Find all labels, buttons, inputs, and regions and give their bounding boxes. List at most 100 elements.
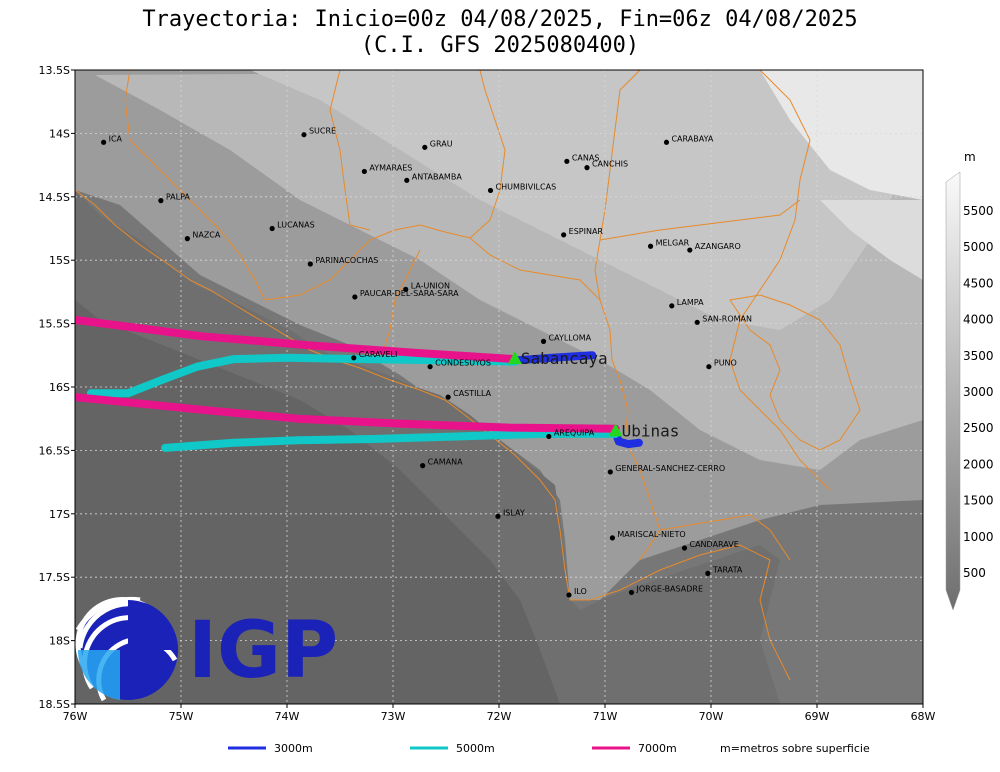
lon-tick-label: 70W [699,710,724,723]
place-dot [495,513,501,519]
place-dot [269,225,275,232]
place-label: CHUMBIVILCAS [496,182,557,191]
place-dot [307,261,313,267]
place-label: SUCRE [309,127,336,136]
legend-item: 3000m [228,742,313,755]
place-marker: SUCRE [301,127,336,138]
place-marker: PUNO [706,359,737,370]
place-dot [184,236,190,242]
place-marker: TARATA [705,565,743,576]
place-label: TARATA [712,565,743,574]
place-marker: ESPINAR [561,227,603,238]
volcano-label: Sabancaya [521,349,608,368]
place-dot [404,177,410,183]
colorbar-label: 3000 [963,385,994,399]
place-marker: CASTILLA [445,389,492,400]
place-label: ISLAY [503,508,525,517]
trajectory-5000m [161,429,620,452]
place-marker: ISLAY [495,508,525,519]
colorbar-label: 2500 [963,421,994,435]
place-label: ILO [574,587,587,596]
colorbar-unit: m [964,150,976,164]
place-dot [694,319,700,325]
place-dot [647,243,654,249]
place-marker: CAYLLOMA [540,333,592,344]
place-marker: SAN-ROMAN [694,314,752,325]
igp-logo: IGP [75,596,338,702]
place-label: MELGAR [656,238,690,247]
place-label: CASTILLA [453,389,491,398]
place-label: LAMPA [677,298,704,307]
colorbar-label: 3500 [963,349,994,363]
lon-tick-label: 71W [593,710,618,723]
place-marker: JORGE-BASADRE [628,584,703,596]
place-label: PUNO [714,359,737,368]
place-label: AZANGARO [695,242,741,251]
place-marker: AZANGARO [687,242,741,253]
place-label: CAYLLOMA [549,333,592,342]
grid-lines [75,70,923,704]
place-dot [301,132,307,138]
legend-label: 3000m [274,742,313,755]
place-label: CARAVELI [359,350,398,359]
place-dot [546,433,552,440]
igp-logo-text: IGP [188,606,338,696]
place-dot [561,232,567,238]
legend-note: m=metros sobre superficie [720,742,870,755]
place-marker: CARAVELI [351,350,397,361]
place-marker: NAZCA [184,231,221,242]
lon-tick-label: 75W [169,710,194,723]
lat-tick-label: 17S [49,508,70,521]
place-label: ESPINAR [569,227,604,236]
place-marker: CANAS [564,153,599,164]
map-title-line1: Trayectoria: Inicio=00z 04/08/2025, Fin=… [142,7,857,32]
place-dot [420,463,426,469]
trajectory-7000m [75,393,620,433]
place-marker: AREQUIPA [546,428,595,440]
axes-layer: 76W 75W 74W 73W 72W 71W 70W 69W 68W 13.5S 14S 14.5S… [39,64,936,723]
place-marker: CANDARAVE [681,540,739,551]
place-label: NAZCA [192,231,221,240]
place-marker: ILO [566,587,587,598]
colorbar-label: 500 [963,566,986,580]
place-dot [705,570,711,576]
place-marker: MARISCAL-NIETO [609,530,686,541]
colorbar-label: 4000 [963,313,994,327]
place-dot [445,394,451,400]
colorbar-label: 4500 [963,276,994,290]
lon-tick-label: 74W [275,710,300,723]
colorbar-gradient [945,171,961,611]
place-label: ICA [109,134,123,143]
place-marker: LUCANAS [269,221,315,232]
place-label: CARABAYA [671,134,713,143]
trajectory-3000m [510,351,597,365]
place-dot [663,139,670,145]
place-dot [687,247,693,253]
place-dot [427,364,433,370]
place-dot [669,303,675,309]
place-label: LUCANAS [277,221,315,230]
lat-tick-label: 15S [49,254,70,267]
place-label: PAUCAR-DEL-SARA-SARA [360,289,459,298]
place-label: GENERAL-SANCHEZ-CERRO [615,464,725,473]
place-dot [628,589,635,596]
place-marker: GENERAL-SANCHEZ-CERRO [607,464,725,475]
place-marker: LA-UNION [403,281,450,292]
place-marker: ICA [101,134,123,145]
lat-tick-label: 15.5S [39,318,70,331]
legend-label: 7000m [638,742,677,755]
colorbar-label: 5500 [963,204,994,218]
place-dot [361,168,367,175]
place-label: LA-UNION [411,281,450,290]
place-marker: CONDESUYOS [427,359,491,370]
legend-item: 7000m [592,742,677,755]
volcano-triangle-icon [507,351,522,365]
lat-tick-label: 16.5S [39,444,70,457]
volcano-triangle-icon [608,423,623,437]
place-dot [566,592,572,598]
lat-tick-label: 18.5S [39,698,70,711]
place-marker: CHUMBIVILCAS [487,182,557,194]
lon-tick-label: 68W [911,710,936,723]
colorbar: m 500 1000 1500 2000 2500 3000 3500 4000 4500 500… [945,150,994,611]
